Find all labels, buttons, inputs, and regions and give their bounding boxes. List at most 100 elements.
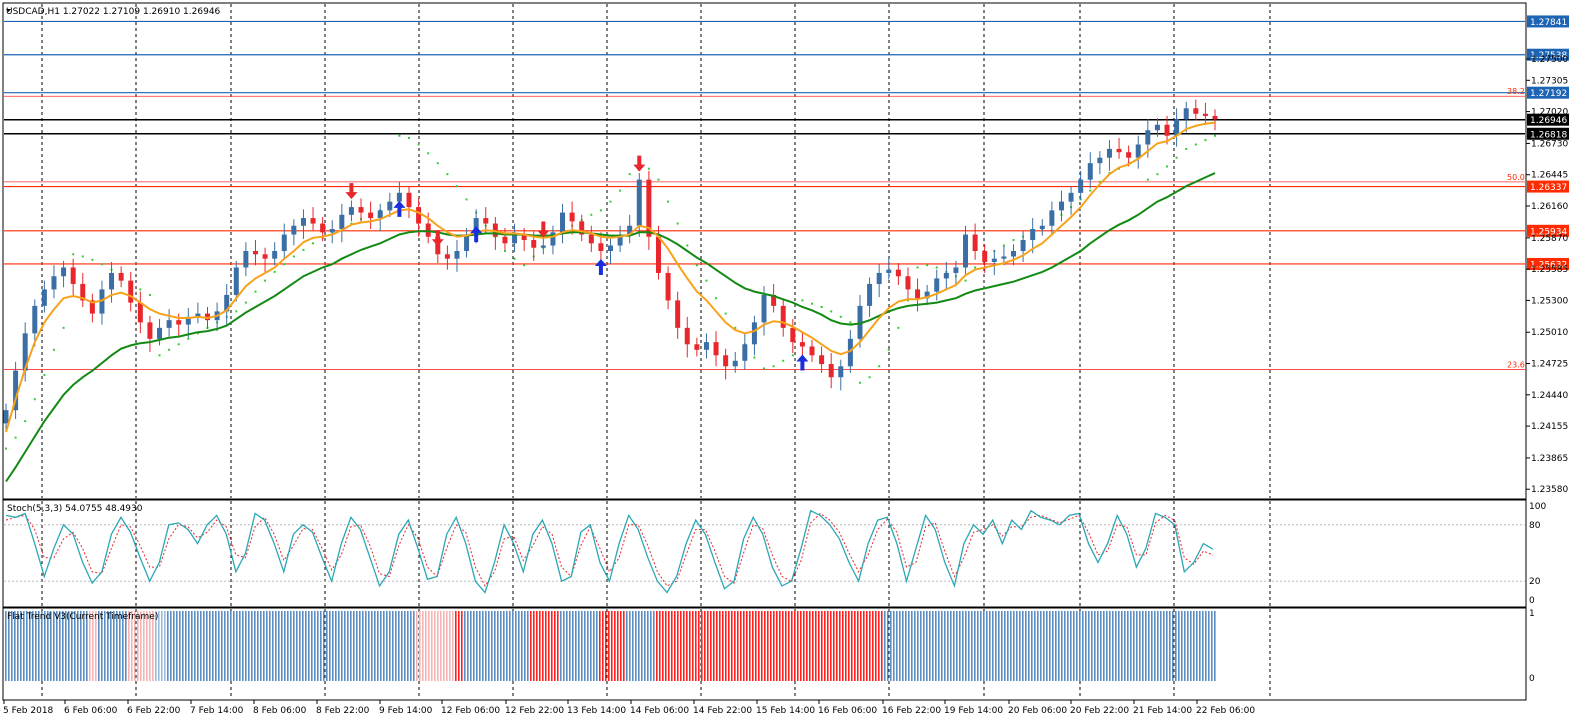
flat-trend-bar bbox=[965, 611, 967, 681]
sar-dot bbox=[1166, 165, 1169, 168]
flat-trend-bar bbox=[311, 611, 313, 681]
flat-trend-bar bbox=[722, 611, 724, 681]
flat-trend-bar bbox=[653, 611, 655, 681]
candle-body bbox=[243, 251, 249, 268]
flat-trend-bar bbox=[173, 611, 175, 681]
candle-body bbox=[1164, 124, 1170, 136]
price-badge-label: 1.27192 bbox=[1530, 89, 1567, 99]
flat-trend-bar bbox=[626, 611, 628, 681]
candle-body bbox=[780, 305, 786, 328]
flat-trend-bar bbox=[362, 611, 364, 681]
flat-trend-bar bbox=[890, 611, 892, 681]
flat-trend-bar bbox=[785, 611, 787, 681]
flat-trend-bar bbox=[998, 611, 1000, 681]
flat-trend-bar bbox=[623, 611, 625, 681]
flat-trend-bar bbox=[68, 611, 70, 681]
candle-body bbox=[358, 207, 364, 213]
flat-trend-bar bbox=[728, 611, 730, 681]
flat-trend-bar bbox=[905, 611, 907, 681]
flat-trend-bar bbox=[857, 611, 859, 681]
flat-trend-bar bbox=[80, 611, 82, 681]
flat-trend-bar bbox=[959, 611, 961, 681]
sar-dot bbox=[763, 367, 766, 370]
flat-trend-bar bbox=[533, 611, 535, 681]
sar-dot bbox=[858, 381, 861, 384]
flat-trend-bar bbox=[590, 611, 592, 681]
y-tick-label: 1.24155 bbox=[1531, 422, 1568, 432]
candle-body bbox=[13, 370, 19, 411]
flat-trend-bar bbox=[1022, 611, 1024, 681]
flat-trend-bar bbox=[506, 611, 508, 681]
candle-body bbox=[915, 289, 921, 299]
flat-trend-bar bbox=[320, 611, 322, 681]
flat-trend-bar bbox=[446, 611, 448, 681]
x-tick-label: 13 Feb 14:00 bbox=[567, 706, 626, 716]
candle-body bbox=[281, 234, 287, 251]
flat-trend-bar bbox=[713, 611, 715, 681]
flat-trend-bar bbox=[365, 611, 367, 681]
flat-trend-bar bbox=[1112, 611, 1114, 681]
sar-dot bbox=[168, 348, 171, 351]
candle-body bbox=[703, 342, 709, 350]
candle-body bbox=[425, 223, 431, 237]
flat-trend-bar bbox=[596, 611, 598, 681]
stoch-signal-line bbox=[5, 512, 1214, 587]
candle-body bbox=[454, 251, 460, 259]
dropdown-triangle-icon[interactable] bbox=[6, 9, 11, 12]
flat-trend-bar bbox=[1010, 611, 1012, 681]
flat-trend-bar bbox=[1016, 611, 1018, 681]
sar-dot bbox=[1012, 239, 1015, 242]
flat-trend-bar bbox=[1103, 611, 1105, 681]
candle-body bbox=[1126, 152, 1132, 158]
flat-trend-bar bbox=[917, 611, 919, 681]
flat-trend-bar bbox=[167, 611, 169, 681]
flat-trend-bar bbox=[179, 611, 181, 681]
sar-dot bbox=[619, 189, 622, 192]
flat-trend-bar bbox=[71, 611, 73, 681]
flat-trend-bar bbox=[92, 611, 94, 681]
flat-trend-bar bbox=[509, 611, 511, 681]
candle-body bbox=[838, 366, 844, 378]
flat-trend-bar bbox=[743, 611, 745, 681]
candle-body bbox=[348, 207, 354, 215]
flat-trend-bar bbox=[482, 611, 484, 681]
flat-trend-bar bbox=[557, 611, 559, 681]
sar-dot bbox=[5, 447, 7, 450]
flat-trend-bar bbox=[1127, 611, 1129, 681]
flat-trend-bar bbox=[404, 611, 406, 681]
flat-trend-bar bbox=[215, 611, 217, 681]
candle-body bbox=[377, 210, 383, 219]
candle-body bbox=[1145, 130, 1151, 145]
x-tick-label: 7 Feb 14:00 bbox=[190, 706, 244, 716]
flat-trend-bar bbox=[650, 611, 652, 681]
flat-trend-bar bbox=[95, 611, 97, 681]
candle-body bbox=[444, 254, 450, 259]
x-tick-label: 6 Feb 06:00 bbox=[64, 706, 118, 716]
flat-trend-bar bbox=[248, 611, 250, 681]
flat-trend-bar bbox=[932, 611, 934, 681]
flat-trend-bar bbox=[464, 611, 466, 681]
flat-trend-bar bbox=[1001, 611, 1003, 681]
ema-slow-line bbox=[5, 172, 1216, 483]
flat-trend-bar bbox=[1154, 611, 1156, 681]
flat-trend-bar bbox=[359, 611, 361, 681]
flat-trend-bar bbox=[569, 611, 571, 681]
sar-dot bbox=[177, 343, 180, 346]
candle-body bbox=[492, 223, 498, 237]
flat-trend-bar bbox=[434, 611, 436, 681]
flat-trend-bar bbox=[881, 611, 883, 681]
flat-trend-bar bbox=[35, 611, 37, 681]
flat-trend-bar bbox=[380, 611, 382, 681]
flat-trend-bar bbox=[146, 611, 148, 681]
price-panel bbox=[2, 2, 1527, 500]
flat-trend-bar bbox=[1082, 611, 1084, 681]
sar-dot bbox=[791, 354, 794, 357]
sar-dot bbox=[254, 290, 257, 293]
candle-body bbox=[512, 234, 518, 244]
flat-trend-bar bbox=[344, 611, 346, 681]
flat-trend-bar bbox=[692, 611, 694, 681]
candle-body bbox=[99, 289, 105, 314]
candle-body bbox=[1135, 144, 1141, 158]
candle-body bbox=[627, 225, 633, 235]
flat-trend-bar bbox=[812, 611, 814, 681]
